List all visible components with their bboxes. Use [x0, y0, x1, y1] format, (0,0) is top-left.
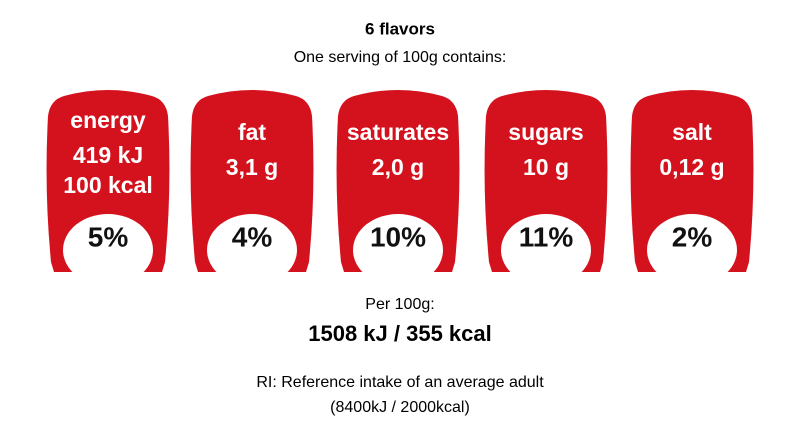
nutrient-amount: 3,1 g: [226, 154, 278, 180]
percent-oval: [207, 214, 297, 286]
percent-oval: [647, 214, 737, 286]
nutrient-percent: 11%: [519, 221, 574, 252]
percent-oval: [63, 214, 153, 286]
nutrient-percent: 5%: [88, 221, 129, 252]
nutrient-amount: 2,0 g: [372, 154, 424, 180]
percent-oval: [353, 214, 443, 286]
nutrient-percent: 2%: [672, 221, 713, 252]
percent-oval: [501, 214, 591, 286]
note: RI: Reference intake of an average adult: [256, 374, 544, 391]
nutrient-name: energy: [70, 107, 146, 133]
subtitle: One serving of 100g contains:: [294, 49, 507, 66]
nutrient-amount: 419 kJ: [73, 142, 143, 168]
nutrient-name: fat: [238, 119, 266, 145]
nutrient-amount: 10 g: [523, 154, 569, 180]
energy-total: 1508 kJ / 355 kcal: [308, 321, 492, 346]
nutrient-amount: 100 kcal: [63, 172, 153, 198]
per-label: Per 100g:: [365, 296, 434, 313]
nutrient-percent: 4%: [232, 221, 273, 252]
nutrient-name: salt: [672, 119, 712, 145]
note-detail: (8400kJ / 2000kcal): [330, 399, 470, 416]
nutrient-name: sugars: [508, 119, 583, 145]
nutrient-percent: 10%: [370, 221, 426, 252]
nutrient-amount: 0,12 g: [659, 154, 724, 180]
title: 6 flavors: [365, 19, 435, 38]
nutrient-name: saturates: [347, 119, 449, 145]
